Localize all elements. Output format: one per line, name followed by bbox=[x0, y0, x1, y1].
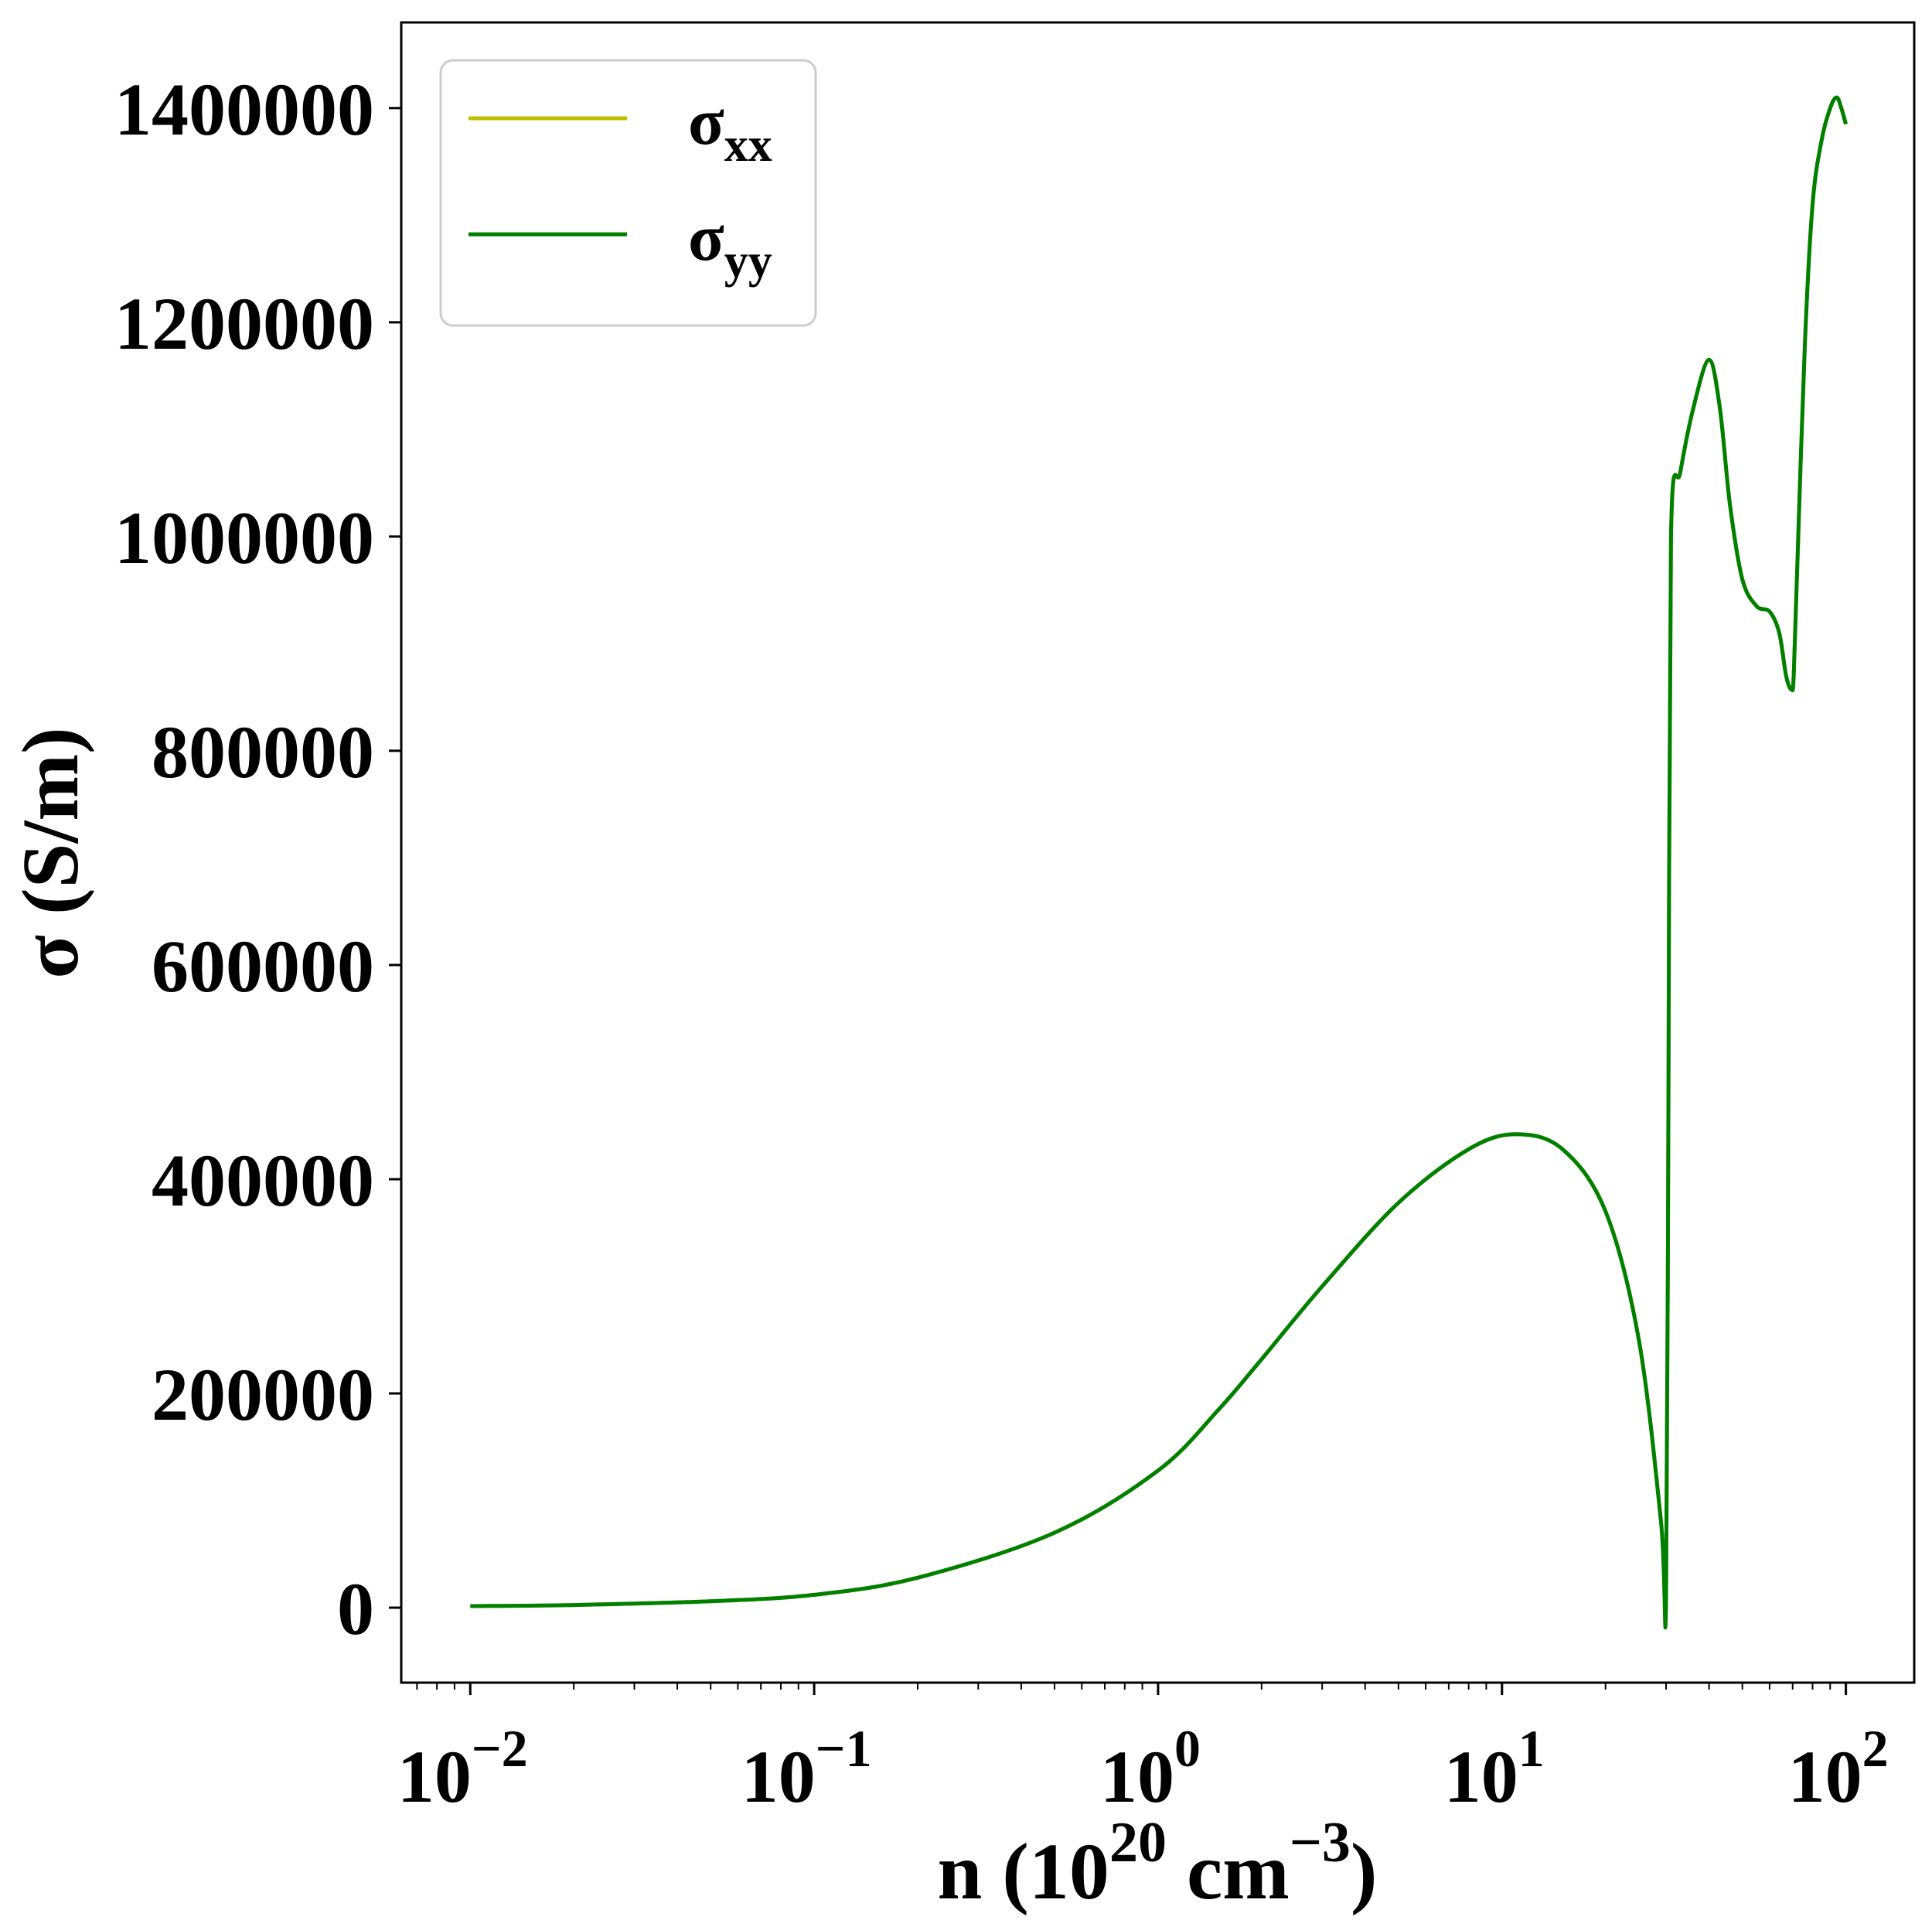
x-tick-label: 102 bbox=[1788, 1719, 1889, 1818]
y-axis-ticks: 0 200000 400000 600000 800000 1000000 1200000 1… bbox=[114, 68, 401, 1650]
y-tick-label: 200000 bbox=[152, 1353, 374, 1436]
x-tick-label-base: 10 bbox=[1100, 1735, 1174, 1818]
x-tick-label: 101 bbox=[1444, 1719, 1545, 1818]
x-tick-label-base: 10 bbox=[397, 1735, 472, 1818]
y-tick-label: 1400000 bbox=[114, 68, 374, 151]
x-tick-label: 10−1 bbox=[741, 1719, 872, 1818]
x-tick-label: 10−2 bbox=[397, 1719, 528, 1818]
legend-label-sigma-xx-symbol: σ bbox=[688, 84, 724, 159]
series-lines bbox=[470, 95, 1849, 1630]
y-tick-label: 800000 bbox=[152, 711, 374, 793]
x-tick-label: 100 bbox=[1100, 1719, 1201, 1818]
y-tick-label: 1000000 bbox=[114, 496, 374, 579]
legend: σxx σyy bbox=[439, 59, 817, 327]
x-tick-label-exponent: −1 bbox=[816, 1719, 872, 1778]
legend-label-sigma-yy: σyy bbox=[688, 200, 772, 288]
x-tick-label-exponent: 1 bbox=[1518, 1719, 1545, 1778]
x-axis-label-base: n (10 bbox=[937, 1827, 1109, 1916]
legend-label-sigma-yy-subscript: yy bbox=[724, 235, 772, 288]
x-axis-label-exponent: 20 bbox=[1109, 1811, 1167, 1874]
x-axis-label: n (1020 cm−3) bbox=[937, 1811, 1377, 1916]
x-minor-ticks bbox=[416, 1683, 1831, 1690]
x-tick-label-exponent: 0 bbox=[1174, 1719, 1201, 1778]
x-axis-label-unit: cm bbox=[1167, 1827, 1290, 1916]
x-tick-label-exponent: −2 bbox=[472, 1719, 528, 1778]
y-axis-label: σ (S/m) bbox=[6, 727, 95, 978]
y-tick-label: 600000 bbox=[152, 925, 374, 1008]
x-tick-label-base: 10 bbox=[1788, 1735, 1862, 1818]
x-tick-label-base: 10 bbox=[741, 1735, 816, 1818]
x-axis-label-unit-exponent: −3 bbox=[1290, 1811, 1351, 1874]
legend-label-sigma-xx-subscript: xx bbox=[724, 119, 772, 172]
x-axis-label-close: ) bbox=[1351, 1827, 1378, 1916]
x-tick-label-base: 10 bbox=[1444, 1735, 1518, 1818]
y-tick-label: 400000 bbox=[152, 1139, 374, 1222]
legend-label-sigma-yy-symbol: σ bbox=[688, 200, 724, 275]
x-axis-ticks: 10−2 10−1 100 101 102 bbox=[397, 1683, 1889, 1818]
legend-box bbox=[439, 59, 817, 327]
series-line-yy bbox=[470, 95, 1849, 1630]
svg-text:n (1020 cm−3): n (1020 cm−3) bbox=[937, 1811, 1377, 1916]
y-tick-label: 0 bbox=[337, 1567, 374, 1650]
y-tick-label: 1200000 bbox=[114, 282, 374, 365]
legend-label-sigma-xx: σxx bbox=[688, 84, 772, 172]
x-tick-label-exponent: 2 bbox=[1862, 1719, 1889, 1778]
